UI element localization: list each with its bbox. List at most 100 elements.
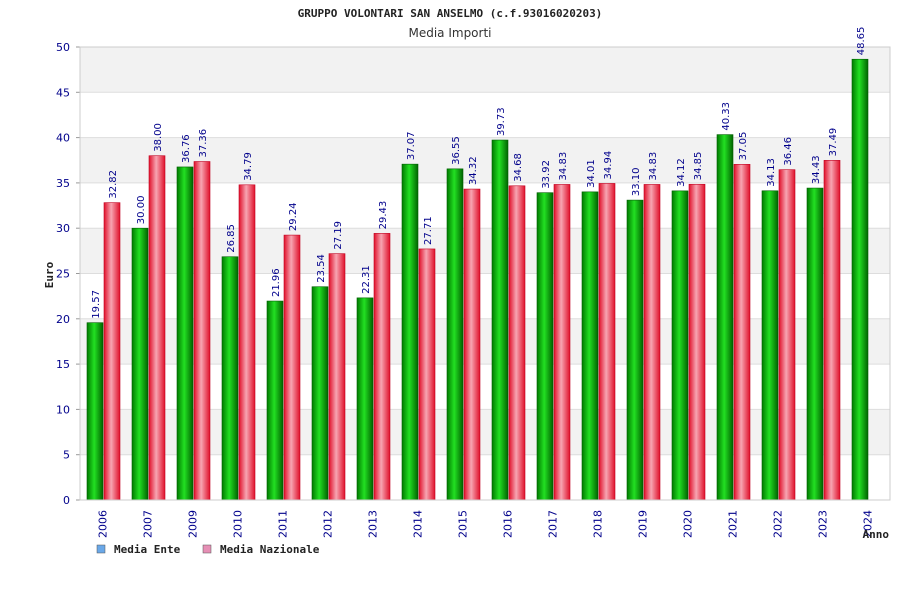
x-tick-label: 2019 xyxy=(637,510,650,538)
y-tick-label: 0 xyxy=(63,494,70,507)
bar-media-ente xyxy=(671,190,689,501)
bar-media-ente xyxy=(806,187,824,501)
chart-subtitle: Media Importi xyxy=(408,26,491,40)
x-tick-label: 2017 xyxy=(547,510,560,538)
x-tick-label: 2014 xyxy=(412,510,425,538)
data-label-media-ente: 22.31 xyxy=(361,265,372,294)
bar-media-nazionale xyxy=(238,184,256,501)
bar-media-nazionale xyxy=(463,188,481,501)
x-tick-label: 2015 xyxy=(457,510,470,538)
legend-swatch-media-ente xyxy=(96,544,106,554)
x-tick-label: 2010 xyxy=(232,510,245,538)
data-label-media-ente: 39.73 xyxy=(496,107,507,136)
y-tick-label: 40 xyxy=(56,132,70,145)
x-tick-label: 2013 xyxy=(367,510,380,538)
data-label-media-nazionale: 34.32 xyxy=(468,156,479,185)
data-label-media-nazionale: 37.49 xyxy=(828,128,839,157)
data-label-media-nazionale: 29.24 xyxy=(288,202,299,231)
data-label-media-ente: 33.10 xyxy=(631,167,642,196)
data-label-media-nazionale: 27.19 xyxy=(333,221,344,250)
bar-media-ente xyxy=(536,192,554,501)
grid-band xyxy=(80,409,890,455)
y-tick-label: 35 xyxy=(56,177,70,190)
x-tick-label: 2009 xyxy=(187,510,200,538)
data-label-media-ente: 34.01 xyxy=(586,159,597,188)
x-tick-label: 2016 xyxy=(502,510,515,538)
bar-media-ente xyxy=(221,256,239,501)
bar-media-ente xyxy=(851,58,869,501)
data-label-media-nazionale: 27.71 xyxy=(423,216,434,245)
data-label-media-ente: 34.13 xyxy=(766,158,777,187)
data-label-media-ente: 26.85 xyxy=(226,224,237,253)
chart-title: GRUPPO VOLONTARI SAN ANSELMO (c.f.930160… xyxy=(298,7,603,20)
bar-media-nazionale xyxy=(148,155,166,501)
bar-media-nazionale xyxy=(373,233,391,501)
bar-media-nazionale xyxy=(328,253,346,501)
x-tick-label: 2007 xyxy=(142,510,155,538)
data-label-media-nazionale: 36.46 xyxy=(783,137,794,166)
bar-media-ente xyxy=(491,139,509,501)
data-label-media-ente: 40.33 xyxy=(721,102,732,131)
plot-frame xyxy=(79,46,891,501)
y-tick-label: 45 xyxy=(56,86,70,99)
data-label-media-nazionale: 38.00 xyxy=(153,123,164,152)
bar-media-nazionale xyxy=(283,234,301,501)
bar-media-nazionale xyxy=(418,248,436,501)
y-tick-label: 10 xyxy=(56,403,70,416)
bar-media-ente xyxy=(86,322,104,501)
y-tick-label: 25 xyxy=(56,268,70,281)
data-label-media-nazionale: 34.68 xyxy=(513,153,524,182)
data-label-media-ente: 23.54 xyxy=(316,254,327,283)
y-axis-label: Euro xyxy=(43,261,56,288)
bar-media-nazionale xyxy=(643,184,661,501)
bar-media-ente xyxy=(356,297,374,501)
x-tick-label: 2022 xyxy=(772,510,785,538)
data-label-media-nazionale: 29.43 xyxy=(378,201,389,230)
bar-media-ente xyxy=(716,134,734,501)
legend-swatch-media-nazionale xyxy=(202,544,212,554)
y-tick-label: 20 xyxy=(56,313,70,326)
legend-label-media-ente: Media Ente xyxy=(114,543,181,556)
data-label-media-nazionale: 37.05 xyxy=(738,132,749,161)
bar-media-ente xyxy=(761,190,779,501)
bar-media-nazionale xyxy=(508,185,526,501)
grid-band xyxy=(80,318,890,365)
bar-media-ente xyxy=(311,286,329,501)
x-tick-label: 2018 xyxy=(592,510,605,538)
bar-media-ente xyxy=(626,199,644,501)
bar-media-ente xyxy=(401,163,419,501)
data-label-media-ente: 33.92 xyxy=(541,160,552,189)
data-label-media-ente: 48.65 xyxy=(856,27,867,56)
bar-media-nazionale xyxy=(688,183,706,501)
bar-media-ente xyxy=(266,300,284,501)
bar-media-nazionale xyxy=(193,161,211,501)
data-label-media-ente: 21.96 xyxy=(271,268,282,297)
bar-media-ente xyxy=(446,168,464,501)
data-label-media-ente: 37.07 xyxy=(406,132,417,161)
y-tick-label: 5 xyxy=(63,449,70,462)
bar-media-nazionale xyxy=(553,184,571,501)
bar-media-ente xyxy=(176,166,194,501)
legend: Media Ente Media Nazionale xyxy=(96,543,320,556)
data-label-media-nazionale: 34.83 xyxy=(648,152,659,181)
bar-media-nazionale xyxy=(598,183,616,501)
data-label-media-ente: 36.55 xyxy=(451,136,462,165)
x-tick-label: 2011 xyxy=(277,510,290,538)
x-tick-label: 2023 xyxy=(817,510,830,538)
grid-band xyxy=(80,47,890,93)
bar-media-nazionale xyxy=(778,169,796,501)
data-label-media-ente: 34.43 xyxy=(811,155,822,184)
data-label-media-nazionale: 34.94 xyxy=(603,151,614,180)
legend-label-media-nazionale: Media Nazionale xyxy=(220,543,320,556)
data-label-media-nazionale: 32.82 xyxy=(108,170,119,199)
bar-media-ente xyxy=(581,191,599,501)
x-tick-label: 2021 xyxy=(727,510,740,538)
bar-media-nazionale xyxy=(823,160,841,501)
data-label-media-ente: 19.57 xyxy=(91,290,102,319)
bar-media-nazionale xyxy=(103,202,121,501)
data-label-media-nazionale: 34.79 xyxy=(243,152,254,181)
x-axis-label: Anno xyxy=(863,528,890,541)
bar-media-nazionale xyxy=(733,164,751,501)
